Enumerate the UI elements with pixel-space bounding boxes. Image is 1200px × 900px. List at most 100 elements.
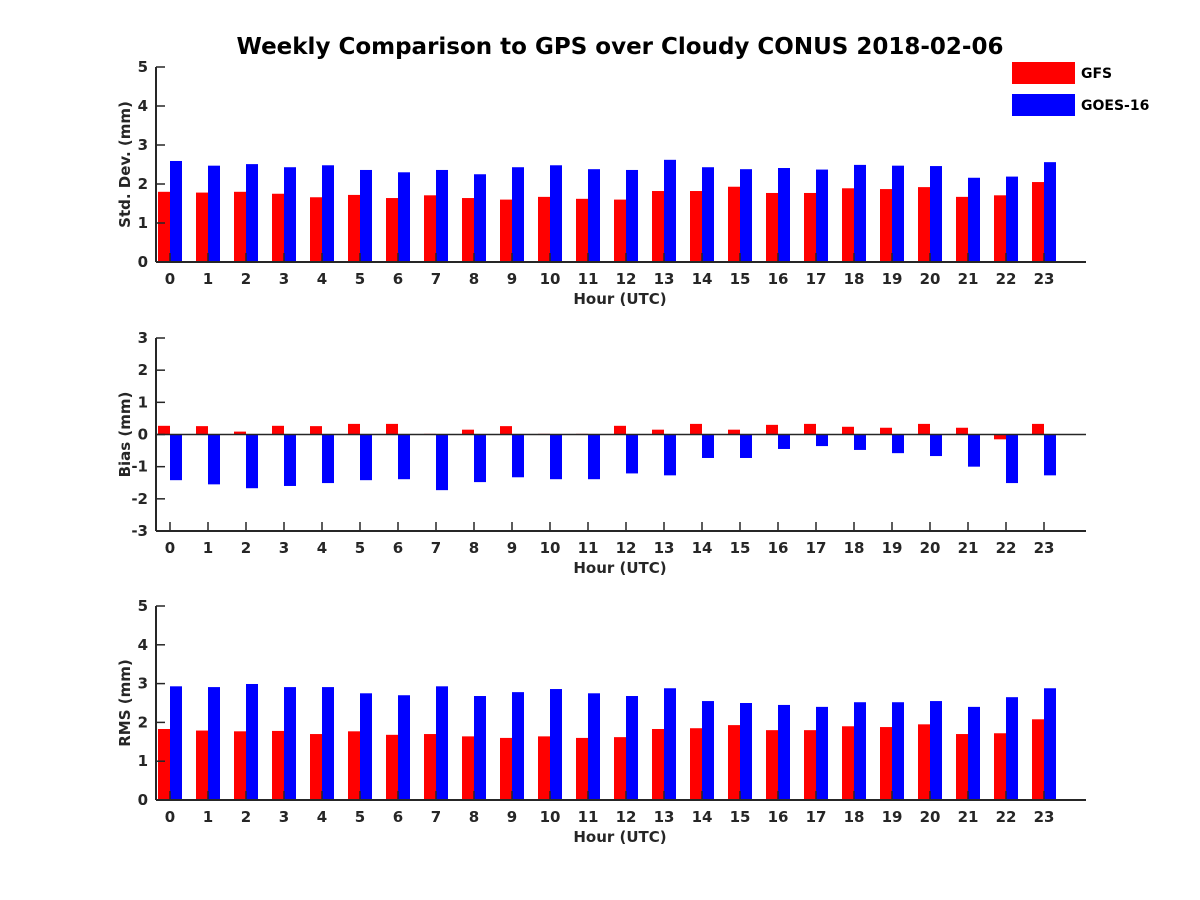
bar-gfs-22 <box>994 733 1006 800</box>
x-tick-label: 4 <box>317 808 327 826</box>
bar-goes-16-15 <box>740 434 752 458</box>
bar-goes-16-15 <box>740 169 752 262</box>
bar-goes-16-8 <box>474 174 486 262</box>
y-tick-label: 1 <box>138 752 148 770</box>
x-tick-label: 3 <box>279 270 289 288</box>
x-axis-label: Hour (UTC) <box>573 559 666 577</box>
y-tick-label: 0 <box>138 253 148 271</box>
bar-gfs-1 <box>196 192 208 262</box>
bar-goes-16-17 <box>816 706 828 800</box>
bar-goes-16-16 <box>778 704 790 800</box>
bar-goes-16-9 <box>512 167 524 262</box>
bar-gfs-22 <box>994 434 1006 440</box>
bar-gfs-2 <box>234 431 246 435</box>
bar-gfs-10 <box>538 196 550 262</box>
bar-gfs-9 <box>500 737 512 800</box>
x-tick-label: 14 <box>692 270 713 288</box>
bar-gfs-9 <box>500 426 512 435</box>
bar-goes-16-7 <box>436 169 448 262</box>
legend-label-gfs: GFS <box>1081 66 1112 82</box>
x-tick-label: 8 <box>469 808 479 826</box>
bar-goes-16-13 <box>664 159 676 262</box>
x-tick-label: 13 <box>654 539 675 557</box>
bar-goes-16-23 <box>1044 162 1056 262</box>
y-tick-label: 5 <box>138 58 148 76</box>
bar-gfs-4 <box>310 734 322 800</box>
x-tick-label: 2 <box>241 539 251 557</box>
x-tick-label: 16 <box>768 539 789 557</box>
bar-goes-16-6 <box>398 434 410 480</box>
bar-goes-16-7 <box>436 434 448 491</box>
y-tick-label: 2 <box>138 175 148 193</box>
bar-gfs-18 <box>842 188 854 262</box>
bar-goes-16-1 <box>208 165 220 262</box>
x-tick-label: 20 <box>920 270 941 288</box>
bar-gfs-16 <box>766 192 778 262</box>
x-tick-label: 8 <box>469 270 479 288</box>
x-tick-label: 14 <box>692 539 713 557</box>
x-tick-label: 7 <box>431 270 441 288</box>
bar-goes-16-10 <box>550 165 562 262</box>
bar-gfs-7 <box>424 195 436 262</box>
bar-goes-16-18 <box>854 702 866 800</box>
bar-goes-16-16 <box>778 168 790 262</box>
x-tick-label: 23 <box>1034 808 1055 826</box>
legend: GFS GOES-16 <box>1012 62 1149 116</box>
x-tick-label: 3 <box>279 808 289 826</box>
bar-goes-16-10 <box>550 434 562 480</box>
x-tick-label: 6 <box>393 270 403 288</box>
bar-gfs-6 <box>386 423 398 435</box>
bar-gfs-0 <box>158 425 170 435</box>
bar-gfs-11 <box>576 198 588 262</box>
x-tick-label: 2 <box>241 808 251 826</box>
x-axis-label: Hour (UTC) <box>573 828 666 846</box>
bar-goes-16-14 <box>702 167 714 262</box>
x-tick-label: 19 <box>882 270 903 288</box>
bar-gfs-21 <box>956 427 968 435</box>
bar-gfs-3 <box>272 730 284 800</box>
x-tick-label: 23 <box>1034 270 1055 288</box>
x-tick-label: 22 <box>996 539 1017 557</box>
bar-gfs-17 <box>804 192 816 262</box>
x-tick-label: 20 <box>920 539 941 557</box>
bar-goes-16-1 <box>208 687 220 800</box>
x-tick-label: 7 <box>431 539 441 557</box>
y-tick-label: 0 <box>138 791 148 809</box>
bar-goes-16-8 <box>474 696 486 800</box>
x-tick-label: 11 <box>578 270 599 288</box>
x-tick-label: 3 <box>279 539 289 557</box>
y-tick-label: 3 <box>138 329 148 347</box>
bar-goes-16-22 <box>1006 176 1018 262</box>
bar-gfs-12 <box>614 737 626 800</box>
bar-goes-16-18 <box>854 434 866 450</box>
y-tick-label: 1 <box>138 214 148 232</box>
x-tick-label: 10 <box>540 808 561 826</box>
x-tick-label: 15 <box>730 808 751 826</box>
y-tick-label: -1 <box>131 458 148 476</box>
x-tick-label: 21 <box>958 539 979 557</box>
bar-gfs-20 <box>918 187 930 262</box>
bar-gfs-23 <box>1032 182 1044 262</box>
bar-goes-16-9 <box>512 692 524 800</box>
x-tick-label: 17 <box>806 539 827 557</box>
bar-goes-16-20 <box>930 701 942 800</box>
bar-goes-16-3 <box>284 434 296 486</box>
bar-goes-16-3 <box>284 687 296 800</box>
bar-goes-16-19 <box>892 702 904 800</box>
bar-goes-16-23 <box>1044 688 1056 800</box>
x-tick-label: 20 <box>920 808 941 826</box>
bar-goes-16-13 <box>664 434 676 476</box>
x-tick-label: 6 <box>393 808 403 826</box>
chart-title: Weekly Comparison to GPS over Cloudy CON… <box>237 34 1004 60</box>
y-tick-label: -2 <box>131 490 148 508</box>
x-tick-label: 9 <box>507 270 517 288</box>
bar-gfs-20 <box>918 724 930 800</box>
bar-goes-16-13 <box>664 688 676 800</box>
y-tick-label: 4 <box>138 636 148 654</box>
bar-gfs-15 <box>728 725 740 800</box>
bar-gfs-3 <box>272 193 284 262</box>
bar-gfs-22 <box>994 195 1006 262</box>
bar-gfs-12 <box>614 425 626 435</box>
